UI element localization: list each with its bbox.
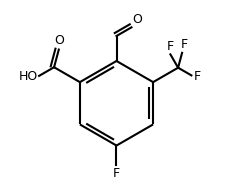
Text: F: F — [193, 70, 200, 83]
Text: HO: HO — [18, 70, 38, 83]
Text: F: F — [180, 38, 188, 51]
Text: O: O — [54, 34, 64, 47]
Text: F: F — [166, 40, 173, 53]
Text: O: O — [132, 13, 142, 26]
Text: F: F — [113, 167, 120, 180]
